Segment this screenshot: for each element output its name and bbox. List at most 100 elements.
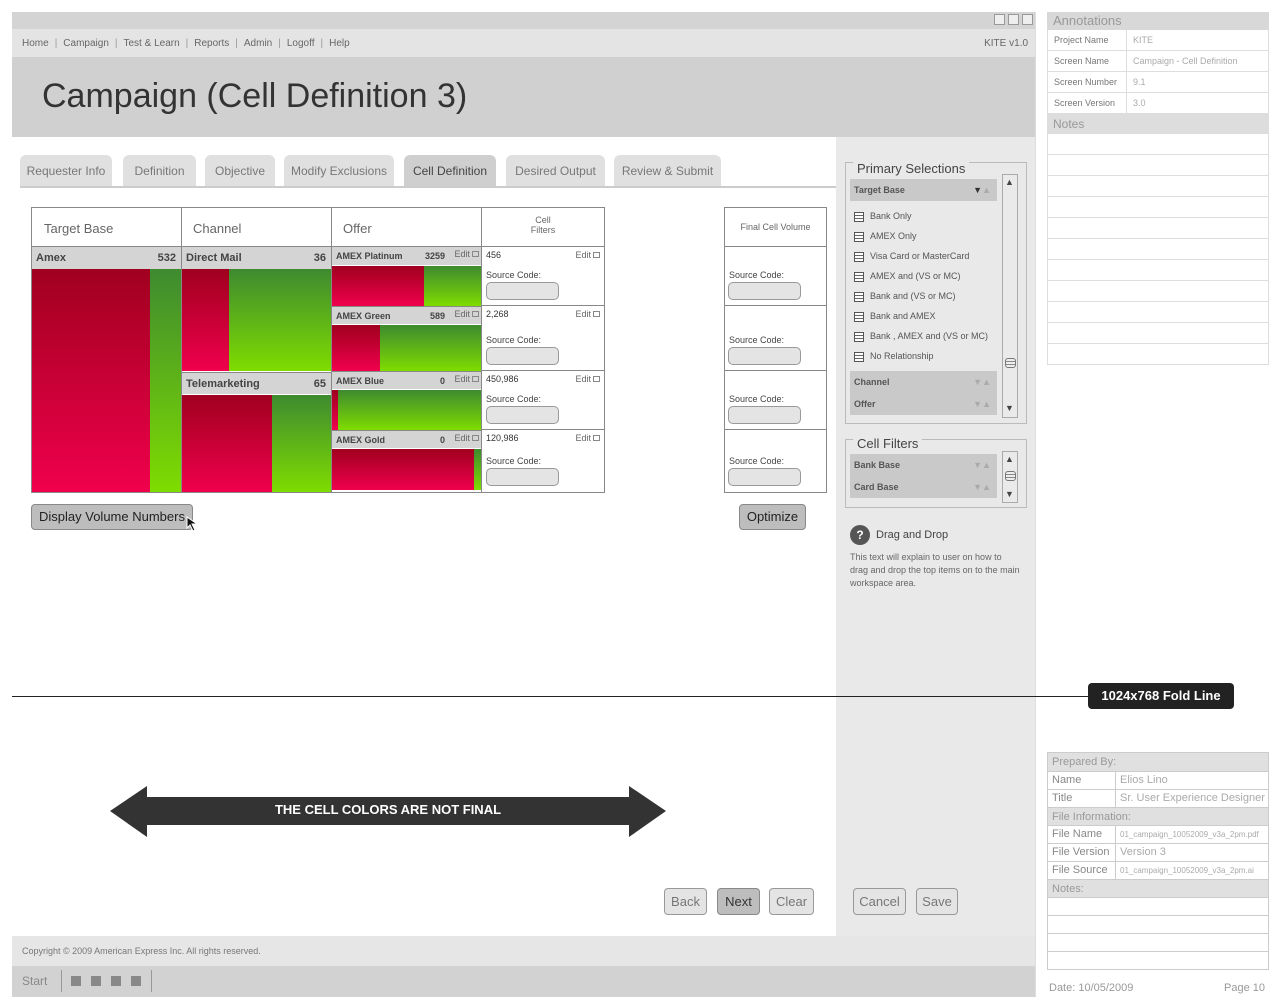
- taskbar-app-icon[interactable]: [91, 976, 101, 986]
- offer-edit-link[interactable]: Edit: [454, 370, 479, 388]
- nav-link-logoff[interactable]: Logoff: [286, 38, 315, 49]
- selection-item[interactable]: Bank , AMEX and (VS or MC): [850, 326, 997, 346]
- filter-edit-link[interactable]: Edit: [575, 309, 600, 319]
- maximize-button[interactable]: [1008, 14, 1019, 25]
- source-code-input[interactable]: [728, 282, 801, 300]
- primary-selections-scrollbar[interactable]: ▲ ▼: [1002, 174, 1018, 418]
- sort-arrows-icon[interactable]: ▼▲: [973, 377, 991, 387]
- taskbar-app-icon[interactable]: [71, 976, 81, 986]
- selection-item[interactable]: No Relationship: [850, 346, 997, 366]
- scroll-down-icon[interactable]: ▼: [1005, 489, 1014, 499]
- save-button[interactable]: Save: [916, 888, 958, 915]
- sort-arrows-icon[interactable]: ▼▲: [973, 185, 991, 195]
- primary-selections-title: Primary Selections: [853, 161, 970, 176]
- filter-value: 2,268: [486, 309, 509, 319]
- tab-modify-exclusions[interactable]: Modify Exclusions: [284, 155, 394, 187]
- nav-link-home[interactable]: Home: [22, 38, 49, 49]
- display-volume-button[interactable]: Display Volume Numbers: [31, 504, 193, 530]
- sort-arrows-icon[interactable]: ▼▲: [973, 399, 991, 409]
- channel-group[interactable]: Channel ▼▲: [850, 371, 997, 393]
- source-code-input[interactable]: [486, 406, 559, 424]
- offer-edit-link[interactable]: Edit: [454, 245, 479, 263]
- card-base-group[interactable]: Card Base ▼▲: [850, 476, 997, 498]
- offer-row-header[interactable]: AMEX Green 589 Edit: [332, 306, 481, 324]
- offer-edit-link[interactable]: Edit: [454, 429, 479, 447]
- nav-link-help[interactable]: Help: [329, 38, 350, 49]
- selection-item[interactable]: AMEX Only: [850, 226, 997, 246]
- offer-row-header[interactable]: AMEX Gold 0 Edit: [332, 430, 481, 448]
- cell-filter-row: 456 Edit Source Code:: [482, 247, 604, 306]
- filter-edit-link[interactable]: Edit: [575, 433, 600, 443]
- offer-group[interactable]: Offer ▼▲: [850, 393, 997, 415]
- channel-row-header-direct-mail[interactable]: Direct Mail 36: [182, 247, 331, 269]
- tab-cell-definition[interactable]: Cell Definition: [404, 155, 496, 187]
- notes-line: [1047, 197, 1269, 218]
- tab-desired-output[interactable]: Desired Output: [506, 155, 605, 187]
- next-button[interactable]: Next: [717, 888, 760, 915]
- selection-item[interactable]: Bank and AMEX: [850, 306, 997, 326]
- selection-item[interactable]: Bank Only: [850, 206, 997, 226]
- row-value: 01_campaign_10052009_v3a_2pm.pdf: [1120, 830, 1259, 839]
- offer-row-header[interactable]: AMEX Platinum 3259 Edit: [332, 247, 481, 265]
- annotation-key: Screen Number: [1048, 72, 1127, 92]
- selection-item[interactable]: AMEX and (VS or MC): [850, 266, 997, 286]
- target-base-group[interactable]: Target Base ▼▲: [850, 179, 997, 201]
- taskbar-app-icon[interactable]: [111, 976, 121, 986]
- card-base-label: Card Base: [854, 482, 899, 492]
- offer-row-header[interactable]: AMEX Blue 0 Edit: [332, 371, 481, 389]
- scrollbar-thumb[interactable]: [1005, 358, 1016, 368]
- source-code-input[interactable]: [728, 468, 801, 486]
- optimize-button[interactable]: Optimize: [739, 504, 806, 530]
- final-volume-row: Source Code:: [725, 371, 826, 430]
- telemarketing-green-fill: [272, 395, 331, 492]
- start-button[interactable]: Start: [22, 974, 48, 988]
- scroll-down-icon[interactable]: ▼: [1005, 403, 1014, 413]
- nav-link-campaign[interactable]: Campaign: [63, 38, 109, 49]
- tab-requester-info[interactable]: Requester Info: [20, 155, 112, 187]
- selection-item-label: AMEX and (VS or MC): [870, 271, 961, 281]
- sort-arrows-icon[interactable]: ▼▲: [973, 482, 991, 492]
- direct-mail-green-fill: [229, 269, 331, 371]
- help-icon[interactable]: ?: [850, 525, 870, 545]
- source-code-input[interactable]: [486, 347, 559, 365]
- bank-base-group[interactable]: Bank Base ▼▲: [850, 454, 997, 476]
- source-code-input[interactable]: [728, 347, 801, 365]
- close-button[interactable]: [1022, 14, 1033, 25]
- source-code-label: Source Code:: [729, 394, 785, 404]
- scroll-up-icon[interactable]: ▲: [1005, 454, 1014, 464]
- taskbar-app-icon[interactable]: [131, 976, 141, 986]
- target-base-column[interactable]: Amex 532: [31, 246, 182, 493]
- tab-review-submit[interactable]: Review & Submit: [614, 155, 721, 187]
- cell-filters-header: Cell Filters: [481, 207, 605, 247]
- cancel-button[interactable]: Cancel: [853, 888, 906, 915]
- sort-arrows-icon[interactable]: ▼▲: [973, 460, 991, 470]
- document-icon: [854, 311, 864, 322]
- filter-value: 120,986: [486, 433, 519, 443]
- tab-definition[interactable]: Definition: [123, 155, 196, 187]
- tab-objective[interactable]: Objective: [205, 155, 275, 187]
- double-arrow-icon: [110, 786, 666, 837]
- back-button[interactable]: Back: [664, 888, 707, 915]
- offer-edit-link[interactable]: Edit: [454, 305, 479, 323]
- minimize-button[interactable]: [994, 14, 1005, 25]
- nav-link-admin[interactable]: Admin: [243, 38, 273, 49]
- clear-button[interactable]: Clear: [769, 888, 814, 915]
- annotations-panel: Annotations Project Name KITE Screen Name C…: [1047, 12, 1269, 365]
- filter-edit-link[interactable]: Edit: [575, 374, 600, 384]
- selection-item-label: Bank , AMEX and (VS or MC): [870, 331, 989, 341]
- nav-link-reports[interactable]: Reports: [194, 38, 230, 49]
- selection-item[interactable]: Visa Card or MasterCard: [850, 246, 997, 266]
- channel-row-header-telemarketing[interactable]: Telemarketing 65: [182, 372, 331, 394]
- cell-filters-scrollbar[interactable]: ▲ ▼: [1002, 451, 1018, 503]
- nav-link-test-learn[interactable]: Test & Learn: [123, 38, 180, 49]
- source-code-input[interactable]: [486, 282, 559, 300]
- edit-icon: [472, 435, 479, 441]
- edit-icon: [593, 311, 600, 317]
- scrollbar-thumb[interactable]: [1005, 471, 1016, 481]
- filter-edit-link[interactable]: Edit: [575, 250, 600, 260]
- source-code-input[interactable]: [486, 468, 559, 486]
- document-icon: [854, 291, 864, 302]
- source-code-input[interactable]: [728, 406, 801, 424]
- selection-item[interactable]: Bank and (VS or MC): [850, 286, 997, 306]
- scroll-up-icon[interactable]: ▲: [1005, 177, 1014, 187]
